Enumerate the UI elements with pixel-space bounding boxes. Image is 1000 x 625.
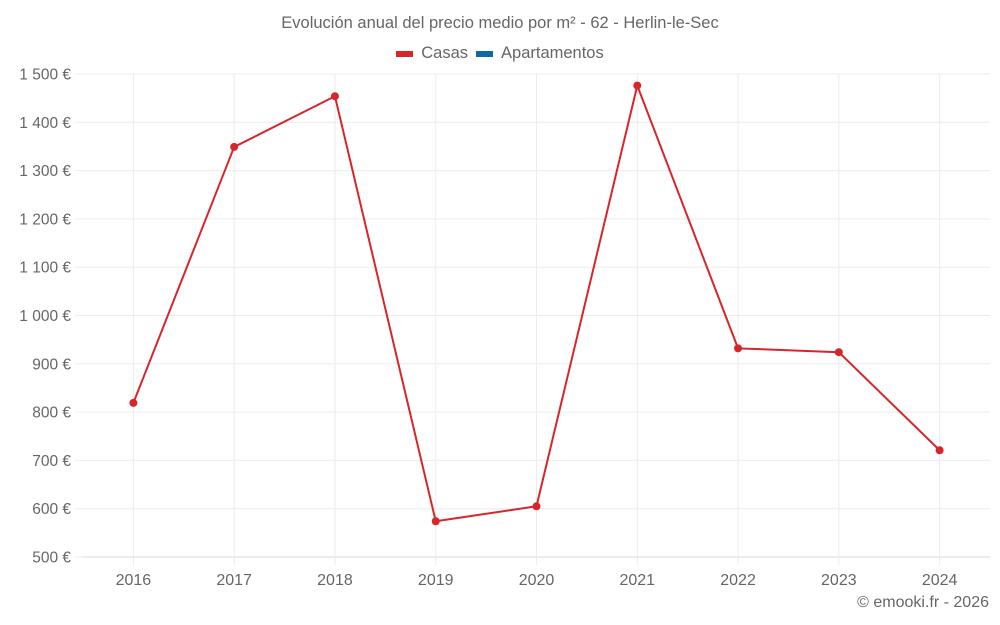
y-tick-label: 1 500 €: [19, 67, 71, 84]
x-tick-label: 2019: [418, 572, 454, 589]
data-point[interactable]: [935, 446, 944, 455]
legend-item-casas[interactable]: Casas: [396, 44, 468, 63]
x-tick-label: 2022: [720, 572, 756, 589]
legend-swatch-apartamentos: [476, 50, 494, 57]
y-tick-label: 1 400 €: [19, 115, 71, 132]
grid: [75, 73, 990, 565]
x-tick-label: 2023: [821, 572, 857, 589]
legend-label-apartamentos: Apartamentos: [501, 44, 604, 62]
credit-text: © emooki.fr - 2026: [857, 594, 989, 611]
y-axis: 1 500 € 1 400 € 1 300 € 1 200 € 1 100 € 1 000…: [19, 67, 71, 567]
chart-title: Evolución anual del precio medio por m² …: [281, 14, 719, 32]
x-axis: 2016 2017 2018 2019 2020 2021 2022 2023 2024: [116, 572, 958, 589]
y-tick-label: 700 €: [32, 453, 71, 470]
y-tick-label: 600 €: [32, 501, 71, 518]
x-tick-label: 2020: [519, 572, 555, 589]
series-casas: [129, 81, 944, 526]
data-point[interactable]: [532, 502, 541, 511]
x-tick-label: 2018: [317, 572, 353, 589]
data-point[interactable]: [230, 142, 239, 151]
x-tick-label: 2021: [619, 572, 655, 589]
data-point[interactable]: [129, 398, 138, 407]
y-tick-label: 1 300 €: [19, 163, 71, 180]
data-point[interactable]: [734, 344, 743, 353]
x-tick-label: 2017: [216, 572, 252, 589]
data-point[interactable]: [633, 81, 642, 90]
legend-item-apartamentos[interactable]: Apartamentos: [476, 44, 604, 63]
y-tick-label: 800 €: [32, 405, 71, 422]
y-tick-label: 900 €: [32, 356, 71, 373]
legend: Casas Apartamentos: [0, 44, 1000, 63]
data-point[interactable]: [431, 517, 440, 526]
data-point[interactable]: [834, 348, 843, 357]
y-tick-label: 1 200 €: [19, 211, 71, 228]
x-tick-label: 2016: [116, 572, 152, 589]
y-tick-label: 1 100 €: [19, 260, 71, 277]
legend-swatch-casas: [396, 50, 414, 57]
y-tick-label: 1 000 €: [19, 308, 71, 325]
x-tick-label: 2024: [922, 572, 958, 589]
legend-label-casas: Casas: [421, 44, 469, 62]
data-point[interactable]: [330, 92, 339, 101]
y-tick-label: 500 €: [32, 550, 71, 567]
